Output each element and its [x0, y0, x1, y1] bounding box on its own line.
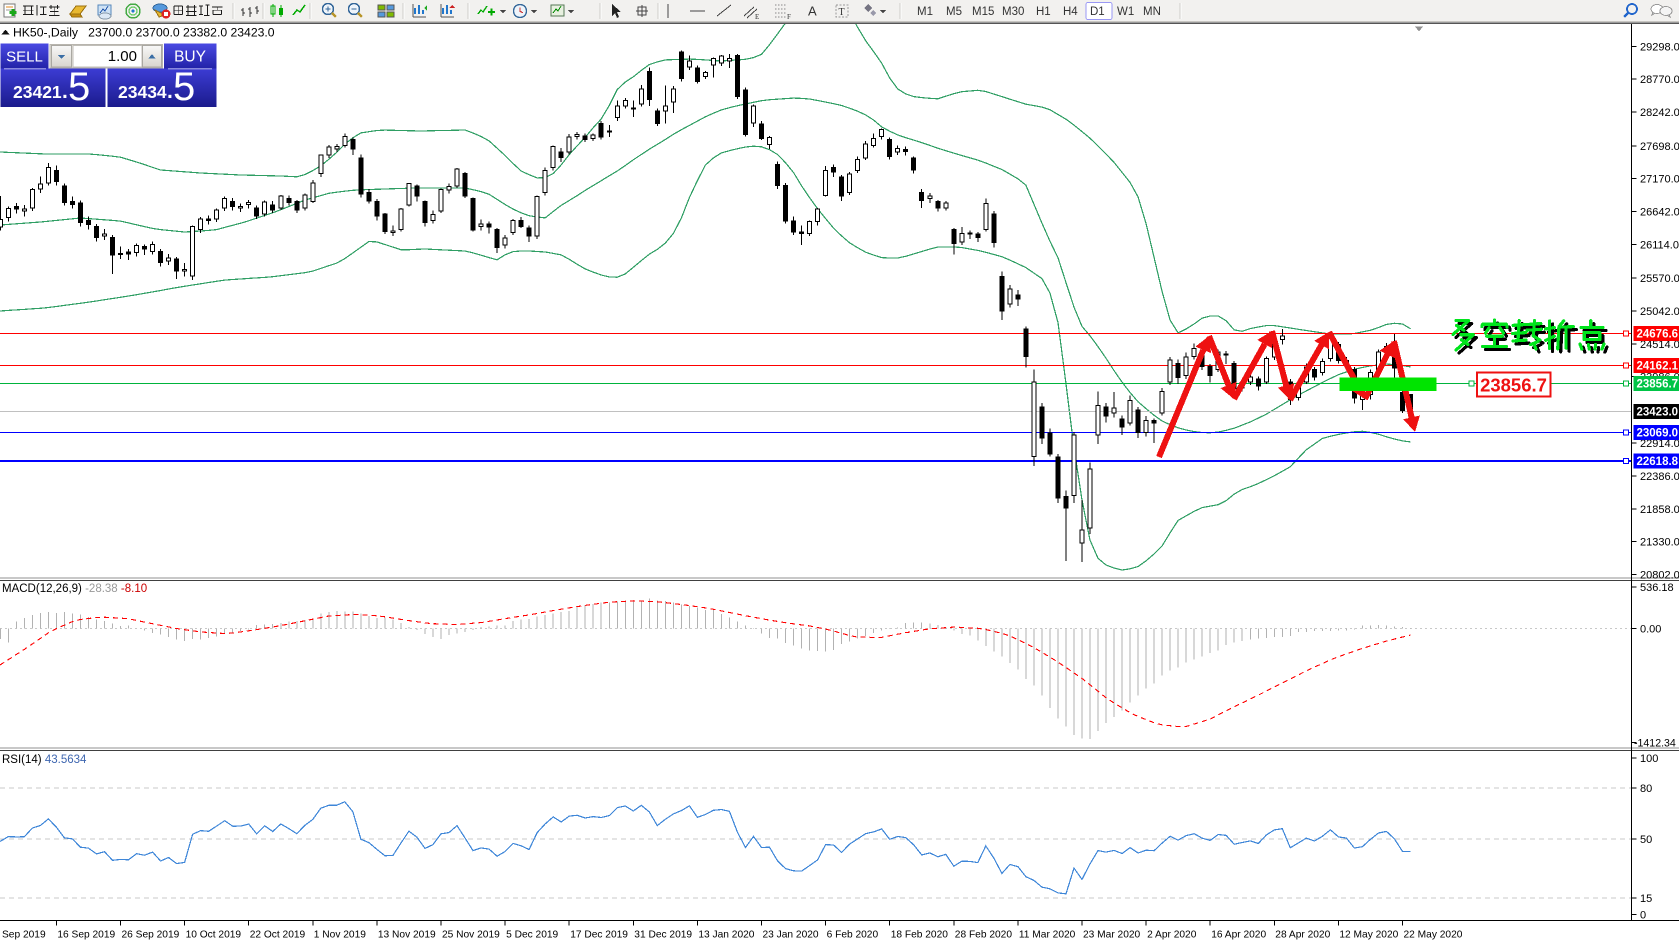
svg-text:26 Sep 2019: 26 Sep 2019 [122, 930, 180, 941]
svg-text:23856.7: 23856.7 [1480, 375, 1547, 396]
svg-text:1.00: 1.00 [108, 48, 137, 65]
svg-text:A: A [808, 4, 817, 19]
svg-text:Sep 2019: Sep 2019 [2, 930, 46, 941]
svg-text:27170.0: 27170.0 [1640, 174, 1679, 186]
svg-text:5 Dec 2019: 5 Dec 2019 [506, 930, 558, 941]
svg-text:17 Dec 2019: 17 Dec 2019 [570, 930, 628, 941]
svg-text:28770.0: 28770.0 [1640, 74, 1679, 86]
svg-text:MACD(12,26,9) -28.38 -8.10: MACD(12,26,9) -28.38 -8.10 [2, 583, 147, 595]
svg-text:M30: M30 [1002, 6, 1024, 18]
svg-text:12 May 2020: 12 May 2020 [1339, 930, 1398, 941]
svg-text:16 Apr 2020: 16 Apr 2020 [1211, 930, 1266, 941]
svg-text:6 Feb 2020: 6 Feb 2020 [827, 930, 879, 941]
svg-text:10 Oct 2019: 10 Oct 2019 [186, 930, 242, 941]
svg-text:15: 15 [1640, 893, 1652, 905]
svg-text:80: 80 [1640, 783, 1652, 795]
svg-text:23856.7: 23856.7 [1637, 379, 1679, 391]
svg-text:1 Nov 2019: 1 Nov 2019 [314, 930, 366, 941]
svg-text:11 Mar 2020: 11 Mar 2020 [1019, 930, 1076, 941]
svg-text:16 Sep 2019: 16 Sep 2019 [57, 930, 115, 941]
svg-text:MN: MN [1143, 6, 1161, 18]
svg-text:28 Apr 2020: 28 Apr 2020 [1275, 930, 1330, 941]
svg-text:21330.0: 21330.0 [1640, 537, 1679, 549]
svg-text:25 Nov 2019: 25 Nov 2019 [442, 930, 500, 941]
svg-text:50: 50 [1640, 834, 1652, 846]
svg-text:13 Nov 2019: 13 Nov 2019 [378, 930, 436, 941]
svg-text:23 Jan 2020: 23 Jan 2020 [763, 930, 819, 941]
svg-text:20802.0: 20802.0 [1640, 570, 1679, 582]
svg-text:26114.0: 26114.0 [1640, 239, 1679, 251]
svg-text:31 Dec 2019: 31 Dec 2019 [634, 930, 692, 941]
svg-text:2 Apr 2020: 2 Apr 2020 [1147, 930, 1197, 941]
svg-text:RSI(14) 43.5634: RSI(14) 43.5634 [2, 754, 87, 766]
svg-text:W1: W1 [1117, 6, 1134, 18]
svg-text:T: T [839, 7, 845, 18]
svg-text:F: F [787, 13, 791, 21]
svg-text:23421: 23421 [13, 82, 62, 102]
svg-text:.: . [167, 80, 173, 103]
svg-text:24676.6: 24676.6 [1637, 329, 1679, 341]
svg-text:-1412.34: -1412.34 [1634, 737, 1676, 749]
svg-text:100: 100 [1640, 753, 1658, 765]
svg-text:H4: H4 [1063, 6, 1078, 18]
svg-text:18 Feb 2020: 18 Feb 2020 [891, 930, 949, 941]
svg-text:.: . [62, 80, 68, 103]
svg-text:D1: D1 [1090, 6, 1105, 18]
svg-text:M1: M1 [917, 6, 933, 18]
svg-text:13 Jan 2020: 13 Jan 2020 [698, 930, 754, 941]
svg-text:E: E [755, 13, 759, 21]
svg-text:M5: M5 [946, 6, 962, 18]
svg-text:22386.0: 22386.0 [1640, 471, 1679, 483]
svg-text:29298.0: 29298.0 [1640, 41, 1679, 53]
svg-text:HK50-,Daily 23700.0 23700.0: HK50-,Daily 23700.0 23700.0 23382.0 2342… [13, 26, 275, 40]
svg-text:27698.0: 27698.0 [1640, 141, 1679, 153]
svg-text:BUY: BUY [174, 49, 206, 66]
svg-text:28 Feb 2020: 28 Feb 2020 [955, 930, 1013, 941]
svg-text:22 Oct 2019: 22 Oct 2019 [250, 930, 306, 941]
svg-text:H1: H1 [1036, 6, 1051, 18]
svg-text:24162.1: 24162.1 [1637, 361, 1679, 373]
svg-text:0.00: 0.00 [1640, 623, 1661, 635]
svg-text:23423.0: 23423.0 [1637, 407, 1679, 419]
svg-text:5: 5 [173, 65, 195, 109]
svg-text:23069.0: 23069.0 [1637, 428, 1679, 440]
svg-text:24514.0: 24514.0 [1640, 339, 1679, 351]
svg-text:0: 0 [1640, 910, 1646, 922]
svg-text:26642.0: 26642.0 [1640, 206, 1679, 218]
svg-text:22914.0: 22914.0 [1640, 438, 1679, 450]
svg-text:23434: 23434 [118, 82, 167, 102]
svg-text:28242.0: 28242.0 [1640, 107, 1679, 119]
svg-text:22 May 2020: 22 May 2020 [1404, 930, 1463, 941]
svg-text:25570.0: 25570.0 [1640, 273, 1679, 285]
svg-text:23 Mar 2020: 23 Mar 2020 [1083, 930, 1141, 941]
svg-text:5: 5 [68, 65, 90, 109]
svg-text:21858.0: 21858.0 [1640, 504, 1679, 516]
svg-text:SELL: SELL [6, 49, 43, 66]
svg-text:M15: M15 [972, 6, 994, 18]
svg-text:25042.0: 25042.0 [1640, 306, 1679, 318]
svg-text:536.18: 536.18 [1640, 582, 1674, 594]
svg-text:22618.8: 22618.8 [1637, 456, 1679, 468]
